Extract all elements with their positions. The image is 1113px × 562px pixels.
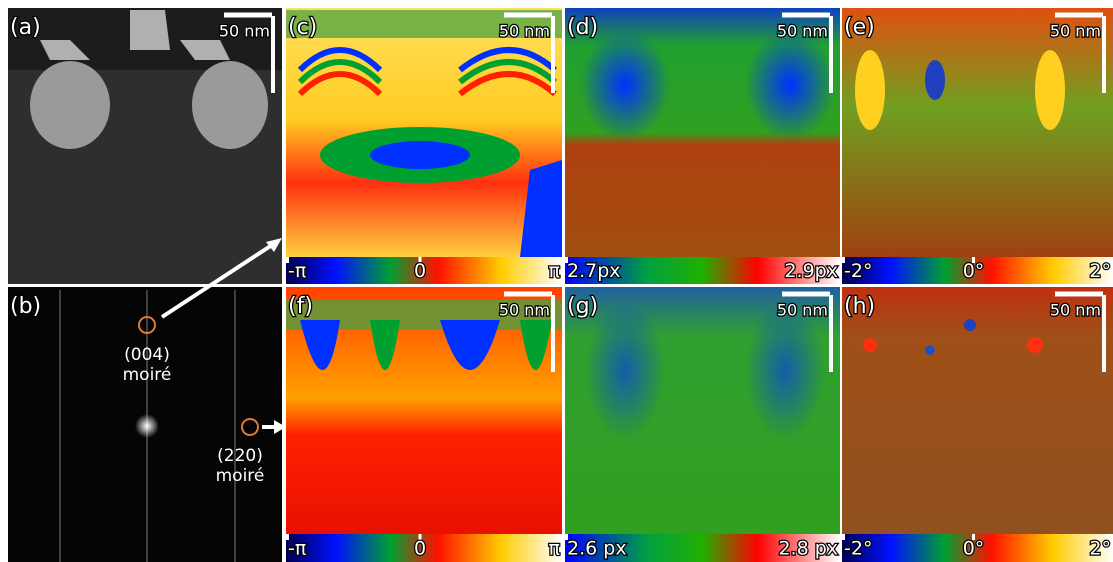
- panel-label: (f): [288, 294, 313, 319]
- colorbar-tick: [286, 534, 289, 540]
- colorbar: [286, 257, 562, 284]
- panel-image: [8, 8, 282, 284]
- colorbar-label: 0: [414, 260, 426, 282]
- colorbar-label: 0°: [963, 260, 985, 282]
- colorbar-tick: [565, 534, 568, 540]
- panel-label: (a): [10, 15, 41, 40]
- colorbar: [565, 534, 840, 562]
- colorbar-tick: [565, 257, 568, 263]
- colorbar-tick: [418, 534, 422, 540]
- colorbar-label: 2°: [1089, 260, 1111, 282]
- panel-image: [565, 287, 840, 562]
- panel-label: (b): [10, 294, 41, 319]
- colorbar-tick: [972, 534, 975, 540]
- scale-bar-label: 50 nm: [219, 22, 270, 41]
- panel-image: [286, 287, 562, 562]
- scale-bar-label: 50 nm: [1050, 301, 1101, 320]
- colorbar-label: 2.7px: [567, 260, 621, 282]
- colorbar: [286, 534, 562, 562]
- colorbar-label: 2°: [1089, 538, 1111, 560]
- scale-bar-label: 50 nm: [777, 22, 828, 41]
- panel-image: [286, 8, 562, 284]
- colorbar-tick: [1108, 257, 1111, 263]
- panel-image: [8, 238, 286, 562]
- colorbar-tick: [557, 257, 560, 263]
- colorbar-label: 2.6 px: [567, 538, 627, 560]
- colorbar-label: π: [549, 538, 560, 560]
- colorbar-tick: [972, 257, 975, 263]
- colorbar-tick: [286, 257, 289, 263]
- colorbar-tick: [842, 257, 845, 263]
- colorbar-tick: [557, 534, 560, 540]
- colorbar-tick: [1108, 534, 1111, 540]
- panel-label: (g): [567, 294, 598, 319]
- colorbar-label: 0: [414, 538, 426, 560]
- annotation: (004): [124, 345, 170, 365]
- scale-bar-label: 50 nm: [499, 22, 550, 41]
- panel-image: [565, 8, 840, 284]
- colorbar-tick: [842, 534, 845, 540]
- panel-image: [842, 8, 1113, 284]
- scale-bar-label: 50 nm: [777, 301, 828, 320]
- panel-label: (h): [844, 294, 875, 319]
- panel-label: (d): [567, 15, 598, 40]
- annotation: moiré: [123, 365, 172, 385]
- scale-bar-label: 50 nm: [1050, 22, 1101, 41]
- colorbar: [842, 534, 1113, 562]
- annotation: moiré: [216, 466, 265, 486]
- colorbar-label: -2°: [844, 260, 872, 282]
- panel-label: (c): [288, 15, 317, 40]
- colorbar-label: -2°: [844, 538, 872, 560]
- panel-label: (e): [844, 15, 875, 40]
- colorbar: [565, 257, 840, 284]
- colorbar-label: 2.8 px: [778, 538, 838, 560]
- scale-bar-label: 50 nm: [499, 301, 550, 320]
- annotation: (220): [217, 446, 263, 466]
- colorbar: [842, 257, 1113, 284]
- colorbar-label: 2.9px: [784, 260, 838, 282]
- colorbar-label: -π: [288, 260, 306, 282]
- panel-image: [842, 287, 1113, 562]
- colorbar-label: π: [549, 260, 560, 282]
- colorbar-label: 0°: [963, 538, 985, 560]
- colorbar-label: -π: [288, 538, 306, 560]
- colorbar-tick: [418, 257, 422, 263]
